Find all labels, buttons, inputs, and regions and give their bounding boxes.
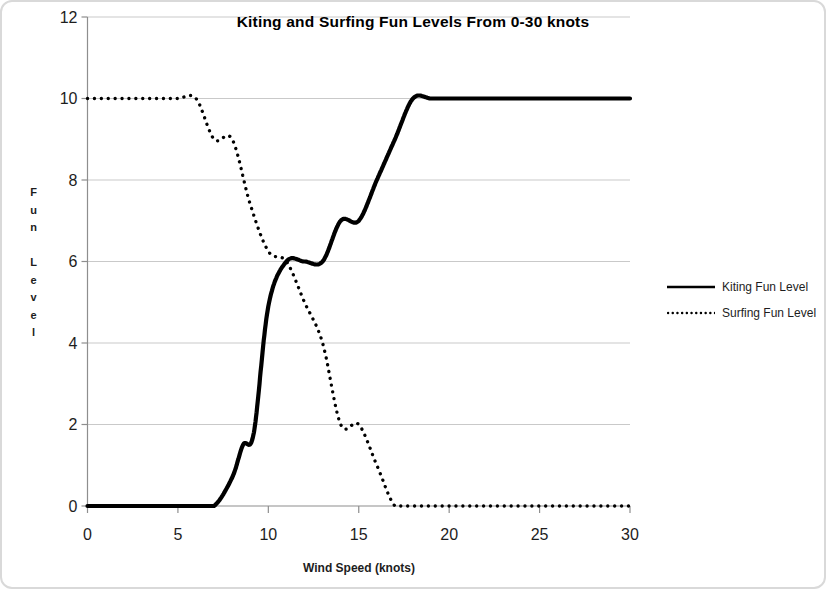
series-line-kiting-fun-level [88, 96, 631, 507]
legend-label-surfing: Surfing Fun Level [722, 306, 816, 320]
series-line-surfing-fun-level [88, 96, 631, 507]
x-tick-label: 0 [83, 526, 92, 543]
y-tick-label: 2 [69, 416, 78, 433]
legend-item-kiting: Kiting Fun Level [667, 279, 816, 294]
surfing-dotted-line-swatch [667, 309, 715, 317]
y-tick-label: 8 [69, 172, 78, 189]
x-tick-label: 25 [531, 526, 549, 543]
x-axis-title: Wind Speed (knots) [88, 561, 630, 575]
x-tick-label: 5 [173, 526, 182, 543]
x-tick-label: 10 [259, 526, 277, 543]
chart-container: 024681012051015202530 Kiting and Surfing… [0, 0, 826, 589]
x-tick-label: 15 [350, 526, 368, 543]
y-tick-label: 0 [69, 498, 78, 515]
chart-title: Kiting and Surfing Fun Levels From 0-30 … [0, 13, 826, 31]
x-tick-label: 30 [621, 526, 639, 543]
y-tick-label: 10 [60, 90, 78, 107]
legend-item-surfing: Surfing Fun Level [667, 305, 816, 320]
y-axis-title: F u n L e v e l [26, 184, 41, 342]
x-tick-label: 20 [440, 526, 458, 543]
y-tick-label: 6 [69, 253, 78, 270]
y-tick-label: 4 [69, 335, 78, 352]
legend-label-kiting: Kiting Fun Level [722, 280, 808, 294]
legend: Kiting Fun Level Surfing Fun Level [667, 279, 816, 320]
kiting-solid-line-swatch [667, 283, 715, 291]
